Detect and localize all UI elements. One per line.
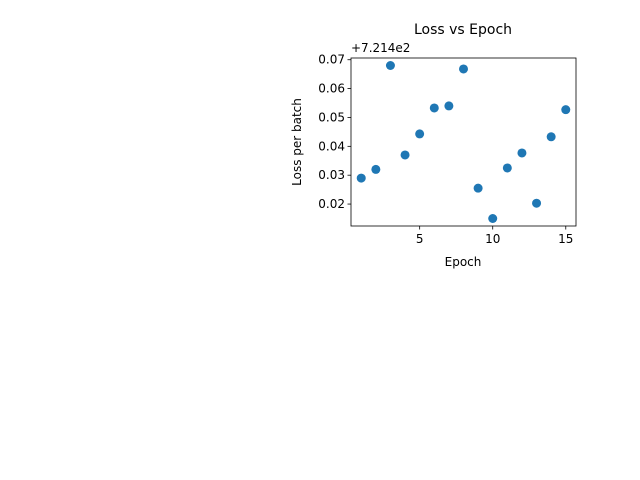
y-tick-label: 0.07 <box>318 53 345 67</box>
y-tick-label: 0.05 <box>318 110 345 124</box>
data-point <box>502 163 512 173</box>
data-point <box>561 105 571 115</box>
x-tick-label: 5 <box>416 232 424 246</box>
plot-area <box>350 57 577 227</box>
data-point <box>371 164 381 174</box>
data-point <box>532 198 542 208</box>
data-point <box>517 148 527 158</box>
y-tick-label: 0.04 <box>318 139 345 153</box>
data-point <box>415 129 425 139</box>
data-point <box>356 173 366 183</box>
data-point <box>444 101 454 111</box>
y-tick-label: 0.03 <box>318 168 345 182</box>
data-point <box>385 61 395 71</box>
data-point <box>546 132 556 142</box>
y-axis-label: Loss per batch <box>290 98 304 186</box>
y-tick-label: 0.06 <box>318 82 345 96</box>
x-tick-label: 15 <box>558 232 573 246</box>
data-point <box>429 103 439 113</box>
y-tick-label: 0.02 <box>318 197 345 211</box>
x-tick-label: 10 <box>485 232 500 246</box>
data-point <box>488 213 498 223</box>
chart-title: Loss vs Epoch <box>414 22 512 38</box>
y-offset-label: +7.214e2 <box>351 41 410 55</box>
data-point <box>459 64 468 74</box>
data-point <box>400 150 410 160</box>
scatter-series <box>356 61 571 223</box>
x-axis-label: Epoch <box>445 255 482 269</box>
y-axis: 0.02 0.03 0.04 0.05 0.06 0.07 <box>318 53 351 211</box>
x-axis: 5 10 15 <box>416 226 573 246</box>
data-point <box>473 183 483 193</box>
